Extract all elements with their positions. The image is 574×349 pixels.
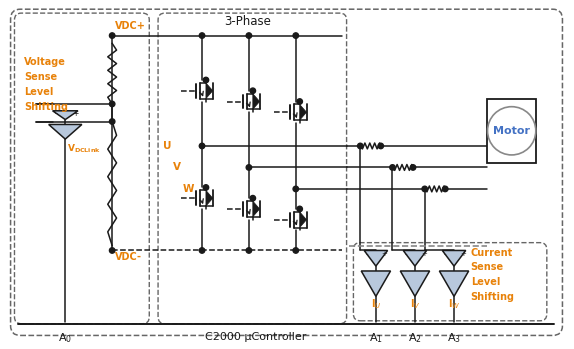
Circle shape <box>199 143 205 149</box>
Text: Motor: Motor <box>493 126 530 136</box>
Polygon shape <box>404 251 426 266</box>
Text: I$_W$: I$_W$ <box>448 297 460 311</box>
Circle shape <box>390 165 395 170</box>
Text: I$_V$: I$_V$ <box>410 297 420 311</box>
Text: V$_{\mathregular{DC Link}}$: V$_{\mathregular{DC Link}}$ <box>67 143 101 155</box>
Circle shape <box>246 33 251 38</box>
Text: C2000 μController: C2000 μController <box>205 332 307 342</box>
Text: Voltage
Sense
Level
Shifting: Voltage Sense Level Shifting <box>24 57 68 112</box>
Circle shape <box>110 248 115 253</box>
Circle shape <box>293 248 298 253</box>
Polygon shape <box>443 251 466 266</box>
Polygon shape <box>400 271 429 296</box>
Text: Current
Sense
Level
Shifting: Current Sense Level Shifting <box>471 248 515 302</box>
Text: +: + <box>72 109 78 118</box>
Polygon shape <box>364 251 387 266</box>
Polygon shape <box>49 125 82 139</box>
Text: VDC+: VDC+ <box>115 21 146 31</box>
Circle shape <box>250 195 255 201</box>
Text: -: - <box>405 251 408 257</box>
Circle shape <box>246 165 251 170</box>
Circle shape <box>203 185 209 190</box>
Circle shape <box>293 186 298 192</box>
Polygon shape <box>206 191 213 206</box>
Text: A$_1$: A$_1$ <box>369 332 383 346</box>
Circle shape <box>203 77 209 83</box>
Text: -: - <box>366 251 369 257</box>
Circle shape <box>297 206 302 212</box>
Polygon shape <box>361 271 390 296</box>
Text: A$_3$: A$_3$ <box>447 332 461 346</box>
Text: 3-Phase: 3-Phase <box>224 15 272 28</box>
Text: -: - <box>444 251 447 257</box>
Circle shape <box>293 33 298 38</box>
Polygon shape <box>206 83 213 98</box>
Text: W: W <box>183 184 194 194</box>
Text: -: - <box>54 109 57 118</box>
Circle shape <box>378 143 383 149</box>
Polygon shape <box>300 104 307 120</box>
Circle shape <box>199 33 205 38</box>
Polygon shape <box>53 111 78 120</box>
Circle shape <box>358 143 363 149</box>
Text: A$_2$: A$_2$ <box>408 332 422 346</box>
Bar <box>487 99 536 163</box>
Circle shape <box>443 186 448 192</box>
Circle shape <box>297 99 302 104</box>
Text: +: + <box>460 251 466 257</box>
Circle shape <box>199 248 205 253</box>
Text: +: + <box>421 251 426 257</box>
Polygon shape <box>253 201 259 217</box>
Text: +: + <box>382 251 387 257</box>
Circle shape <box>110 119 115 124</box>
Circle shape <box>410 165 416 170</box>
Circle shape <box>422 186 428 192</box>
Circle shape <box>110 33 115 38</box>
Circle shape <box>246 248 251 253</box>
Polygon shape <box>439 271 469 296</box>
Text: V: V <box>173 162 181 172</box>
Text: VDC-: VDC- <box>115 252 142 262</box>
Text: A$_0$: A$_0$ <box>58 332 72 346</box>
Polygon shape <box>253 94 259 109</box>
Circle shape <box>250 88 255 94</box>
Text: U: U <box>163 141 172 151</box>
Polygon shape <box>300 212 307 228</box>
Circle shape <box>110 101 115 107</box>
Text: I$_U$: I$_U$ <box>371 297 381 311</box>
Circle shape <box>487 107 536 155</box>
